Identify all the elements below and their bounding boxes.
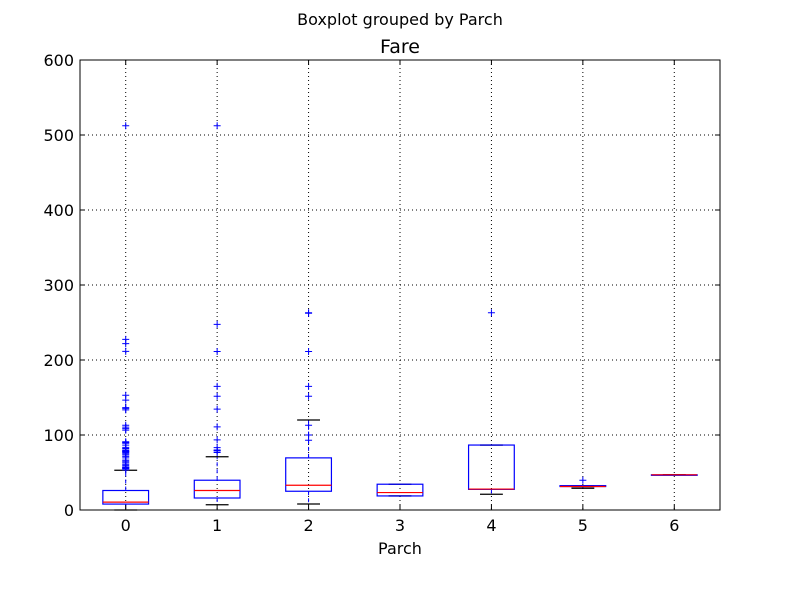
flier-point bbox=[305, 431, 313, 439]
flier-point bbox=[122, 438, 130, 446]
flier-point bbox=[579, 476, 587, 484]
x-tick-label: 4 bbox=[486, 516, 496, 535]
plot-area bbox=[102, 122, 698, 511]
box bbox=[285, 457, 333, 492]
flier-point bbox=[122, 391, 130, 399]
box-group bbox=[376, 483, 424, 497]
y-tick-label: 200 bbox=[43, 351, 74, 370]
grid bbox=[80, 60, 720, 510]
flier-point bbox=[213, 382, 221, 390]
x-tick-label: 5 bbox=[578, 516, 588, 535]
y-tick-label: 100 bbox=[43, 426, 74, 445]
flier-point bbox=[213, 436, 221, 444]
flier-point bbox=[213, 320, 221, 328]
flier-point bbox=[305, 421, 313, 429]
y-tick-label: 400 bbox=[43, 201, 74, 220]
x-tick-label: 0 bbox=[121, 516, 131, 535]
box-group bbox=[285, 309, 333, 505]
axes: 0 100 200 300 400 500 600 0 1 2 3 4 5 6 bbox=[43, 51, 720, 535]
y-tick-label: 300 bbox=[43, 276, 74, 295]
box bbox=[376, 483, 424, 497]
box bbox=[102, 489, 150, 505]
box bbox=[467, 444, 515, 490]
box-group bbox=[559, 476, 607, 489]
flier-point bbox=[122, 335, 130, 343]
flier-point bbox=[305, 392, 313, 400]
box bbox=[193, 479, 241, 499]
box-group bbox=[650, 474, 698, 476]
flier-point bbox=[122, 404, 130, 412]
x-tick-label: 1 bbox=[212, 516, 222, 535]
chart-title: Fare bbox=[380, 36, 420, 58]
flier-point bbox=[305, 382, 313, 390]
flier-point bbox=[213, 348, 221, 356]
chart-suptitle: Boxplot grouped by Parch bbox=[297, 10, 503, 29]
flier-point bbox=[213, 405, 221, 413]
flier-point bbox=[122, 347, 130, 355]
box-group bbox=[193, 122, 241, 506]
x-tick-label: 3 bbox=[395, 516, 405, 535]
flier-point bbox=[122, 421, 130, 429]
box-group bbox=[467, 309, 515, 495]
x-tick-label: 6 bbox=[669, 516, 679, 535]
y-tick-label: 0 bbox=[64, 501, 74, 520]
flier-point bbox=[213, 444, 221, 452]
flier-point bbox=[487, 309, 495, 317]
flier-point bbox=[213, 423, 221, 431]
flier-point bbox=[213, 122, 221, 130]
flier-point bbox=[305, 309, 313, 317]
y-tick-label: 600 bbox=[43, 51, 74, 70]
flier-point bbox=[213, 392, 221, 400]
flier-point bbox=[122, 122, 130, 130]
x-tick-label: 2 bbox=[303, 516, 313, 535]
x-axis-label: Parch bbox=[378, 539, 422, 558]
flier-point bbox=[305, 348, 313, 356]
y-tick-label: 500 bbox=[43, 126, 74, 145]
